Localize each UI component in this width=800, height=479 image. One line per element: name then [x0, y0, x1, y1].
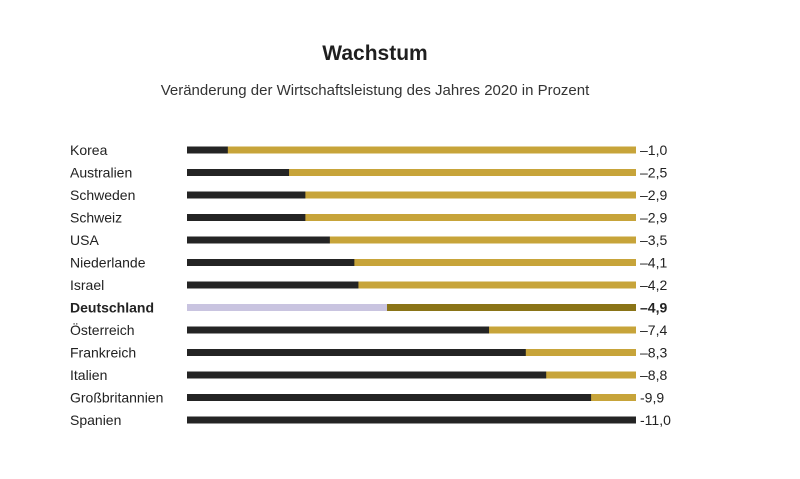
value-bars	[187, 146, 636, 424]
bar-spanien	[187, 416, 636, 424]
chart-title: Wachstum	[322, 42, 428, 65]
category-label-italien: Italien	[70, 367, 107, 383]
value-label-italien: –8,8	[640, 367, 667, 383]
category-label-usa: USA	[70, 232, 99, 248]
bar-track-usa	[187, 236, 636, 244]
bar-italien	[187, 371, 547, 379]
category-label-deutschland: Deutschland	[70, 300, 154, 316]
value-label-spanien: -11,0	[640, 412, 671, 428]
bar-australien	[187, 169, 290, 176]
bar-track-israel	[187, 281, 636, 289]
bar-grossbritannien	[187, 394, 592, 401]
category-label-schweden: Schweden	[70, 187, 135, 203]
bar-deutschland	[187, 304, 388, 311]
bar-track-korea	[187, 146, 636, 154]
category-label-oesterreich: Österreich	[70, 321, 135, 338]
bar-schweden	[187, 191, 306, 199]
category-label-korea: Korea	[70, 142, 108, 158]
value-label-frankreich: –8,3	[640, 345, 667, 361]
value-label-usa: –3,5	[640, 232, 667, 248]
value-label-schweiz: –2,9	[640, 210, 667, 226]
value-label-korea: –1,0	[640, 142, 667, 158]
value-labels: –1,0 –2,5 –2,9 –2,9 –3,5 –4,1 –4,2 –4,9 –7,4 –8,3…	[640, 142, 671, 428]
bar-niederlande	[187, 259, 355, 266]
value-label-israel: –4,2	[640, 277, 667, 293]
category-labels: Korea Australien Schweden Schweiz USA Niederl…	[70, 142, 163, 428]
category-label-niederlande: Niederlande	[70, 255, 146, 271]
value-label-schweden: –2,9	[640, 187, 667, 203]
chart-subtitle: Veränderung der Wirtschaftsleistung des …	[160, 82, 590, 99]
bar-israel	[187, 281, 359, 289]
value-label-grossbritannien: -9,9	[640, 390, 664, 406]
bar-frankreich	[187, 349, 526, 356]
category-label-spanien: Spanien	[70, 412, 121, 428]
bar-schweiz	[187, 214, 306, 221]
bar-korea	[187, 146, 228, 154]
bar-track-deutschland	[187, 304, 636, 311]
bar-track-niederlande	[187, 259, 636, 266]
category-label-frankreich: Frankreich	[70, 345, 136, 361]
value-label-deutschland: –4,9	[640, 300, 667, 316]
value-label-australien: –2,5	[640, 165, 667, 181]
bar-track-schweden	[187, 191, 636, 199]
category-label-israel: Israel	[70, 277, 104, 293]
bar-oesterreich	[187, 326, 490, 334]
bar-track-schweiz	[187, 214, 636, 221]
bar-track-australien	[187, 169, 636, 176]
category-label-australien: Australien	[70, 165, 132, 181]
category-label-schweiz: Schweiz	[70, 210, 122, 226]
value-label-oesterreich: –7,4	[640, 322, 667, 338]
category-label-grossbritannien: Großbritannien	[70, 390, 163, 406]
value-label-niederlande: –4,1	[640, 255, 667, 271]
bar-usa	[187, 236, 330, 244]
